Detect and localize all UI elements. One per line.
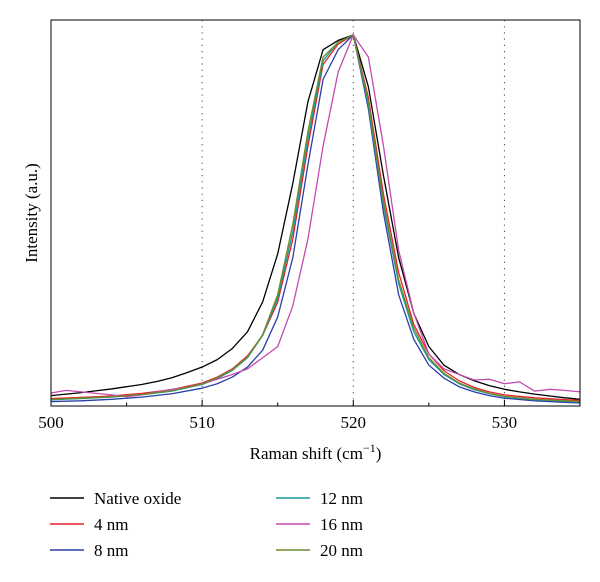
legend: Native oxide 4 nm 8 nm 12 nm 16 nm 20 nm — [50, 489, 363, 560]
series-line-5 — [50, 34, 581, 403]
y-axis-label: Intensity (a.u.) — [22, 163, 41, 263]
x-axis-label-superscript: −1 — [363, 441, 376, 455]
plot-frame — [50, 19, 581, 407]
series-line-4 — [50, 34, 581, 398]
series-line-1 — [50, 34, 581, 402]
x-tick-label-510: 510 — [189, 413, 215, 432]
x-axis-label: Raman shift (cm−1) — [250, 441, 382, 463]
series-lines — [50, 34, 581, 404]
x-axis-label-close: ) — [376, 444, 382, 463]
legend-label-0: Native oxide — [94, 489, 181, 508]
legend-label-2: 8 nm — [94, 541, 128, 560]
x-axis-ticks: 500 510 520 530 — [38, 400, 517, 432]
legend-label-3: 12 nm — [320, 489, 363, 508]
x-tick-label-530: 530 — [492, 413, 518, 432]
x-axis-label-main: Raman shift (cm — [250, 444, 363, 463]
x-tick-label-500: 500 — [38, 413, 64, 432]
legend-label-1: 4 nm — [94, 515, 128, 534]
legend-label-4: 16 nm — [320, 515, 363, 534]
grid-lines — [201, 20, 505, 406]
series-line-0 — [50, 34, 581, 400]
legend-label-5: 20 nm — [320, 541, 363, 560]
x-tick-label-520: 520 — [341, 413, 367, 432]
series-line-2 — [50, 34, 581, 404]
series-line-3 — [50, 34, 581, 403]
